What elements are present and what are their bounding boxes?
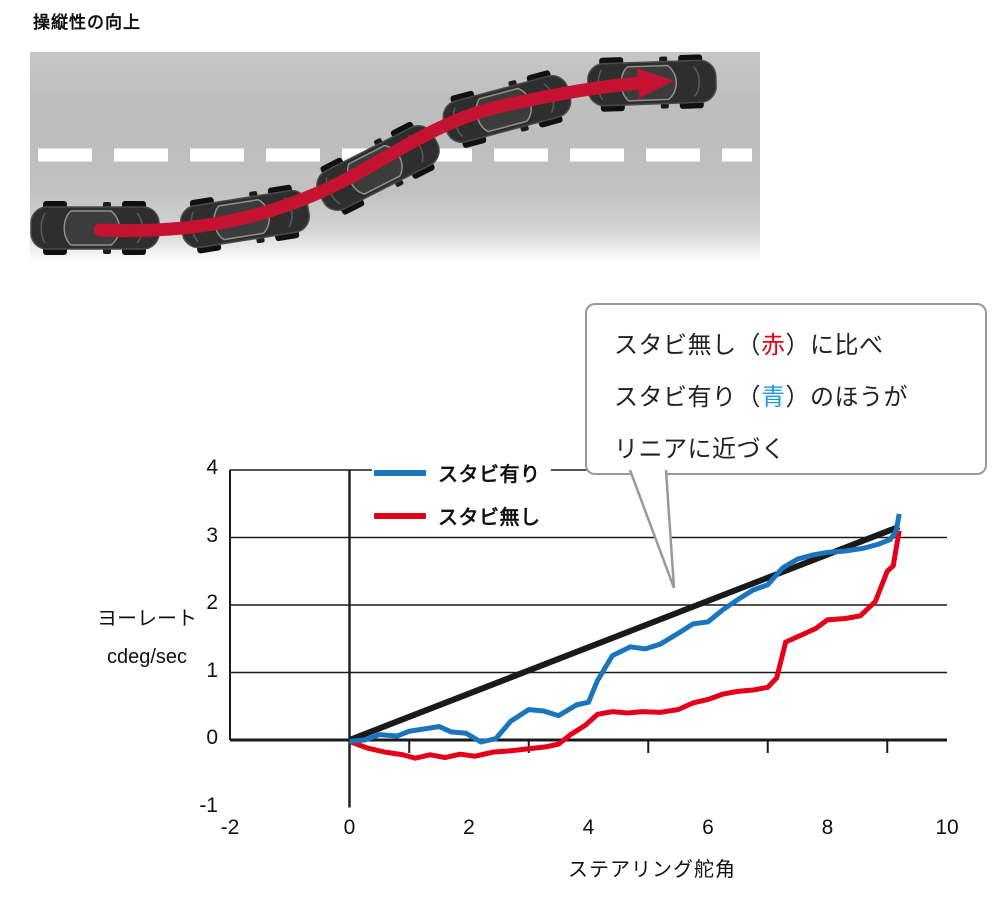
road-illustration (30, 52, 760, 262)
callout-text: ）のほうが (785, 384, 908, 411)
legend-item: スタビ無し (372, 499, 551, 532)
chart-legend: スタビ有りスタビ無し (372, 456, 551, 542)
series-line-linear_reference (348, 523, 901, 743)
y-axis-title-line1: ヨーレート (97, 608, 197, 630)
trajectory-arrow (93, 68, 674, 238)
page-title: 操縦性の向上 (33, 13, 141, 32)
callout-text: スタビ無し（ (614, 332, 761, 359)
callout-line-3: リニアに近づく (614, 436, 786, 463)
callout-line-1: スタビ無し（赤）に比べ (614, 320, 985, 372)
callout-text: スタビ有り（ (614, 384, 761, 411)
legend-label: スタビ有り (438, 464, 541, 486)
series-line-スタビ無し (348, 530, 902, 761)
y-axis-title: ヨーレート cdeg/sec (80, 600, 214, 676)
callout-line-2: スタビ有り（青）のほうが (614, 372, 985, 424)
callout-text: ）に比べ (785, 332, 884, 359)
callout-em-red: 赤 (761, 332, 786, 359)
legend-swatch (374, 469, 426, 476)
callout-tail (628, 470, 676, 589)
x-axis-title: ステアリング舵角 (568, 859, 736, 881)
legend-item: スタビ有り (372, 456, 551, 489)
callout-em-blue: 青 (761, 384, 786, 411)
legend-swatch (374, 512, 426, 519)
series-line-スタビ有り (349, 513, 902, 745)
legend-label: スタビ無し (438, 507, 541, 529)
callout-bubble: スタビ無し（赤）に比べ スタビ有り（青）のほうが リニアに近づく (585, 303, 987, 475)
y-axis-title-line2: cdeg/sec (106, 646, 188, 668)
